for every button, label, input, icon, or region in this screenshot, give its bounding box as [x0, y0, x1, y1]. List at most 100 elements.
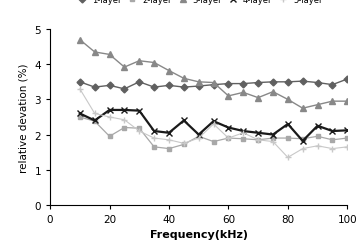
- X-axis label: Frequency(kHz): Frequency(kHz): [150, 230, 248, 239]
- 2-layer: [107, 135, 112, 138]
- 3-layer: [107, 54, 112, 57]
- 1-layer: [182, 86, 186, 89]
- 2-layer: [92, 120, 97, 123]
- 4-layer: [271, 134, 275, 136]
- 5-layer: [78, 88, 82, 91]
- 1-layer: [78, 81, 82, 84]
- 1-layer: [92, 86, 97, 89]
- 1-layer: [241, 83, 246, 86]
- 3-layer: [241, 92, 246, 94]
- 3-layer: [122, 66, 127, 69]
- 1-layer: [167, 84, 171, 87]
- 5-layer: [301, 148, 305, 150]
- 1-layer: [286, 81, 290, 84]
- 2-layer: [122, 126, 127, 130]
- 5-layer: [182, 142, 186, 145]
- 5-layer: [137, 130, 141, 133]
- 1-layer: [122, 88, 127, 91]
- 3-layer: [211, 82, 216, 85]
- Line: 2-layer: 2-layer: [77, 115, 350, 152]
- 5-layer: [92, 112, 97, 116]
- 1-layer: [211, 84, 216, 87]
- 2-layer: [226, 137, 231, 140]
- Line: 5-layer: 5-layer: [77, 86, 350, 161]
- 3-layer: [92, 51, 97, 54]
- 5-layer: [286, 156, 290, 159]
- 3-layer: [226, 95, 231, 98]
- 1-layer: [345, 78, 349, 81]
- 4-layer: [345, 129, 349, 132]
- 5-layer: [167, 139, 171, 142]
- 2-layer: [241, 138, 246, 141]
- 4-layer: [301, 140, 305, 143]
- 1-layer: [197, 85, 201, 88]
- 5-layer: [271, 140, 275, 143]
- 4-layer: [137, 110, 141, 113]
- 4-layer: [107, 109, 112, 112]
- 2-layer: [137, 127, 141, 130]
- 3-layer: [182, 78, 186, 80]
- 3-layer: [152, 62, 156, 65]
- 1-layer: [152, 86, 156, 89]
- 2-layer: [182, 143, 186, 146]
- 1-layer: [301, 80, 305, 83]
- 3-layer: [167, 70, 171, 73]
- Line: 1-layer: 1-layer: [77, 77, 350, 92]
- 5-layer: [197, 137, 201, 140]
- 5-layer: [345, 146, 349, 149]
- 3-layer: [345, 100, 349, 103]
- 1-layer: [107, 84, 112, 87]
- 3-layer: [197, 81, 201, 84]
- 5-layer: [330, 148, 335, 150]
- 2-layer: [315, 135, 320, 138]
- 2-layer: [301, 138, 305, 141]
- 1-layer: [226, 83, 231, 86]
- 4-layer: [78, 112, 82, 116]
- 4-layer: [211, 120, 216, 123]
- 3-layer: [137, 60, 141, 63]
- Y-axis label: relative devation (%): relative devation (%): [19, 63, 29, 172]
- 1-layer: [271, 81, 275, 84]
- 2-layer: [197, 135, 201, 138]
- 3-layer: [78, 39, 82, 42]
- 2-layer: [345, 137, 349, 140]
- 5-layer: [107, 116, 112, 119]
- 2-layer: [256, 139, 260, 142]
- 1-layer: [256, 82, 260, 85]
- 1-layer: [330, 84, 335, 87]
- 3-layer: [301, 107, 305, 110]
- 5-layer: [211, 123, 216, 126]
- 2-layer: [211, 140, 216, 143]
- 5-layer: [226, 137, 231, 140]
- 4-layer: [92, 120, 97, 122]
- 4-layer: [256, 132, 260, 135]
- 2-layer: [271, 137, 275, 140]
- 4-layer: [167, 132, 171, 135]
- 3-layer: [315, 104, 320, 107]
- 2-layer: [330, 139, 335, 142]
- 2-layer: [167, 148, 171, 150]
- 3-layer: [256, 97, 260, 100]
- 5-layer: [315, 145, 320, 148]
- Legend: 1-layer, 2-layer, 3-layer, 4-layer, 5-layer: 1-layer, 2-layer, 3-layer, 4-layer, 5-la…: [74, 0, 323, 4]
- 5-layer: [241, 132, 246, 135]
- 3-layer: [271, 91, 275, 94]
- 5-layer: [122, 119, 127, 122]
- 3-layer: [330, 100, 335, 103]
- 4-layer: [286, 123, 290, 126]
- 5-layer: [152, 137, 156, 140]
- 2-layer: [286, 137, 290, 140]
- 1-layer: [137, 81, 141, 84]
- 5-layer: [256, 139, 260, 142]
- 4-layer: [241, 130, 246, 133]
- 4-layer: [182, 120, 186, 122]
- 2-layer: [152, 146, 156, 149]
- 4-layer: [197, 134, 201, 136]
- 4-layer: [226, 126, 231, 130]
- 3-layer: [286, 98, 290, 102]
- 4-layer: [152, 130, 156, 133]
- Line: 4-layer: 4-layer: [76, 107, 351, 145]
- 4-layer: [122, 109, 127, 112]
- Line: 3-layer: 3-layer: [77, 38, 350, 112]
- 2-layer: [78, 116, 82, 119]
